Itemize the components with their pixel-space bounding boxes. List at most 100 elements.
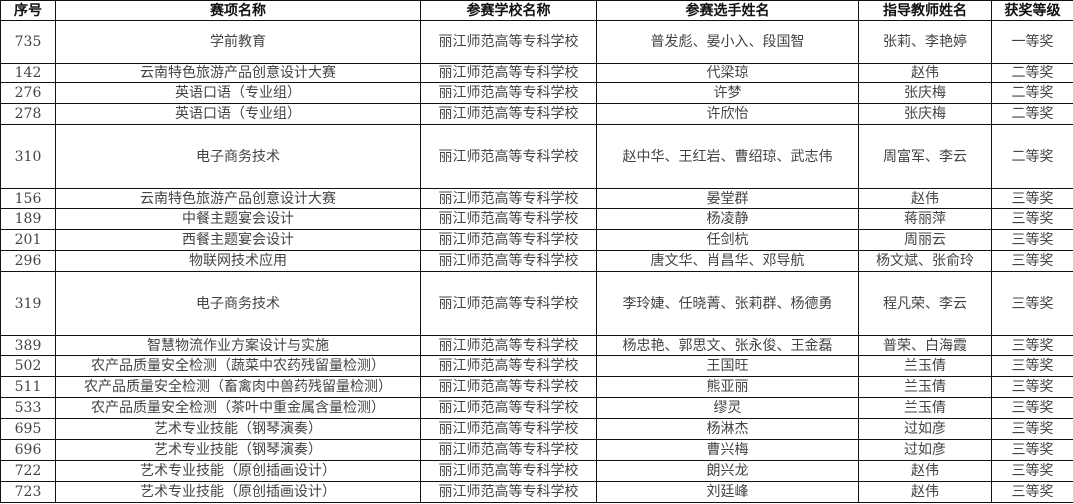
cell-contestants: 唐文华、肖昌华、邓导航 (596, 250, 859, 272)
cell-event: 中餐主题宴会设计 (55, 208, 421, 230)
header-id: 序号 (0, 0, 56, 21)
cell-id: 189 (0, 208, 56, 230)
cell-award: 三等奖 (991, 397, 1073, 419)
cell-id: 735 (0, 20, 56, 64)
header-event: 赛项名称 (55, 0, 421, 21)
cell-school: 丽江师范高等专科学校 (420, 250, 597, 272)
cell-teachers: 兰玉倩 (858, 397, 992, 419)
table-row: 696 艺术专业技能（钢琴演奏） 丽江师范高等专科学校 曹兴梅 过如彦 三等奖 (0, 439, 1073, 461)
cell-award: 三等奖 (991, 439, 1073, 461)
cell-award: 三等奖 (991, 481, 1073, 503)
cell-event: 云南特色旅游产品创意设计大赛 (55, 188, 421, 209)
cell-event: 英语口语（专业组） (55, 103, 421, 125)
cell-event: 农产品质量安全检测（畜禽肉中兽药残留量检测） (55, 376, 421, 398)
cell-school: 丽江师范高等专科学校 (420, 481, 597, 503)
cell-award: 二等奖 (991, 63, 1073, 83)
cell-contestants: 许欣怡 (596, 103, 859, 125)
cell-contestants: 李玲婕、任晓菁、张莉群、杨德勇 (596, 271, 859, 336)
cell-teachers: 赵伟 (858, 460, 992, 482)
cell-event: 智慧物流作业方案设计与实施 (55, 335, 421, 356)
cell-award: 一等奖 (991, 20, 1073, 64)
cell-school: 丽江师范高等专科学校 (420, 20, 597, 64)
cell-school: 丽江师范高等专科学校 (420, 208, 597, 230)
cell-contestants: 缪灵 (596, 397, 859, 419)
cell-event: 艺术专业技能（原创插画设计） (55, 481, 421, 503)
table-row: 296 物联网技术应用 丽江师范高等专科学校 唐文华、肖昌华、邓导航 杨文斌、张俞玲 三等… (0, 250, 1073, 272)
cell-teachers: 蒋丽萍 (858, 208, 992, 230)
cell-contestants: 杨忠艳、郭思文、张永俊、王金磊 (596, 335, 859, 356)
cell-id: 276 (0, 82, 56, 104)
cell-teachers: 张庆梅 (858, 103, 992, 125)
cell-teachers: 兰玉倩 (858, 376, 992, 398)
cell-contestants: 赵中华、王红岩、曹绍琼、武志伟 (596, 124, 859, 189)
cell-contestants: 熊亚丽 (596, 376, 859, 398)
cell-contestants: 朗兴龙 (596, 460, 859, 482)
cell-award: 三等奖 (991, 460, 1073, 482)
cell-teachers: 杨文斌、张俞玲 (858, 250, 992, 272)
table-row: 695 艺术专业技能（钢琴演奏） 丽江师范高等专科学校 杨淋杰 过如彦 三等奖 (0, 418, 1073, 440)
cell-id: 201 (0, 229, 56, 251)
cell-teachers: 兰玉倩 (858, 355, 992, 377)
cell-school: 丽江师范高等专科学校 (420, 335, 597, 356)
cell-teachers: 张庆梅 (858, 82, 992, 104)
cell-school: 丽江师范高等专科学校 (420, 418, 597, 440)
cell-teachers: 周富军、李云 (858, 124, 992, 189)
cell-event: 艺术专业技能（钢琴演奏） (55, 418, 421, 440)
cell-contestants: 曹兴梅 (596, 439, 859, 461)
cell-school: 丽江师范高等专科学校 (420, 229, 597, 251)
cell-contestants: 许梦 (596, 82, 859, 104)
cell-event: 电子商务技术 (55, 124, 421, 189)
cell-contestants: 任剑杭 (596, 229, 859, 251)
cell-school: 丽江师范高等专科学校 (420, 397, 597, 419)
cell-teachers: 程凡荣、李云 (858, 271, 992, 336)
cell-teachers: 赵伟 (858, 481, 992, 503)
cell-event: 物联网技术应用 (55, 250, 421, 272)
cell-contestants: 代梁琼 (596, 63, 859, 83)
header-teachers: 指导教师姓名 (858, 0, 992, 21)
cell-contestants: 晏堂群 (596, 188, 859, 209)
cell-id: 142 (0, 63, 56, 83)
table-row: 189 中餐主题宴会设计 丽江师范高等专科学校 杨凌静 蒋丽萍 三等奖 (0, 208, 1073, 230)
cell-id: 502 (0, 355, 56, 377)
cell-school: 丽江师范高等专科学校 (420, 63, 597, 83)
cell-id: 296 (0, 250, 56, 272)
cell-id: 319 (0, 271, 56, 336)
header-school: 参赛学校名称 (420, 0, 597, 21)
cell-school: 丽江师范高等专科学校 (420, 124, 597, 189)
cell-teachers: 普荣、白海霞 (858, 335, 992, 356)
cell-event: 英语口语（专业组） (55, 82, 421, 104)
cell-award: 二等奖 (991, 124, 1073, 189)
cell-id: 695 (0, 418, 56, 440)
cell-school: 丽江师范高等专科学校 (420, 103, 597, 125)
cell-award: 三等奖 (991, 208, 1073, 230)
cell-teachers: 赵伟 (858, 63, 992, 83)
table-row: 156 云南特色旅游产品创意设计大赛 丽江师范高等专科学校 晏堂群 赵伟 三等奖 (0, 188, 1073, 209)
table-row: 389 智慧物流作业方案设计与实施 丽江师范高等专科学校 杨忠艳、郭思文、张永俊、王金… (0, 335, 1073, 356)
cell-contestants: 刘廷峰 (596, 481, 859, 503)
table-row: 276 英语口语（专业组） 丽江师范高等专科学校 许梦 张庆梅 二等奖 (0, 82, 1073, 104)
table-row: 533 农产品质量安全检测（茶叶中重金属含量检测） 丽江师范高等专科学校 缪灵 兰玉倩三… (0, 397, 1073, 419)
cell-id: 156 (0, 188, 56, 209)
cell-event: 农产品质量安全检测（蔬菜中农药残留量检测） (55, 355, 421, 377)
cell-teachers: 过如彦 (858, 418, 992, 440)
cell-award: 二等奖 (991, 103, 1073, 125)
cell-event: 学前教育 (55, 20, 421, 64)
cell-event: 艺术专业技能（钢琴演奏） (55, 439, 421, 461)
cell-school: 丽江师范高等专科学校 (420, 376, 597, 398)
cell-award: 三等奖 (991, 271, 1073, 336)
table-row: 201 西餐主题宴会设计 丽江师范高等专科学校 任剑杭 周丽云 三等奖 (0, 229, 1073, 251)
cell-award: 二等奖 (991, 82, 1073, 104)
cell-id: 722 (0, 460, 56, 482)
cell-school: 丽江师范高等专科学校 (420, 355, 597, 377)
cell-event: 云南特色旅游产品创意设计大赛 (55, 63, 421, 83)
cell-school: 丽江师范高等专科学校 (420, 271, 597, 336)
cell-teachers: 过如彦 (858, 439, 992, 461)
table-row: 278 英语口语（专业组） 丽江师范高等专科学校 许欣怡 张庆梅 二等奖 (0, 103, 1073, 125)
cell-award: 三等奖 (991, 250, 1073, 272)
cell-award: 三等奖 (991, 355, 1073, 377)
cell-teachers: 周丽云 (858, 229, 992, 251)
cell-school: 丽江师范高等专科学校 (420, 439, 597, 461)
cell-contestants: 王国旺 (596, 355, 859, 377)
table-row: 723 艺术专业技能（原创插画设计） 丽江师范高等专科学校 刘廷峰 赵伟 三等奖 (0, 481, 1073, 503)
